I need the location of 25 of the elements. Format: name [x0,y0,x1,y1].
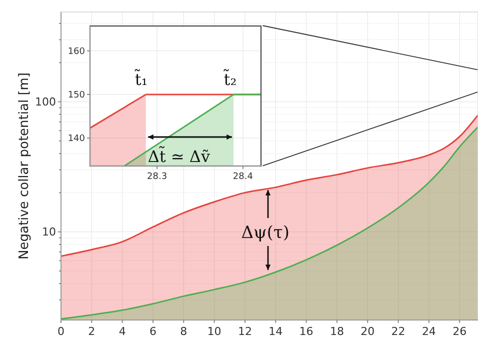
x-tick-label: 28.3 [147,172,168,182]
x-tick-label: 18 [330,325,344,337]
annotation: t̃₁ [134,68,148,90]
annotation: t̃₂ [223,68,237,90]
y-tick-label: 140 [68,134,86,144]
y-axis-title: Negative collar potential [m] [17,72,32,260]
y-tick-label: 100 [35,96,56,109]
x-tick-label: 10 [207,325,222,337]
x-tick-label: 4 [118,325,126,337]
annotation: Δψ(τ) [241,223,290,244]
x-tick-label: 22 [391,325,406,337]
annotation: Δt̃ ≃ Δṽ [148,146,210,166]
x-tick-label: 24 [422,325,436,337]
x-tick-label: 2 [88,325,96,337]
x-tick-label: 12 [238,325,252,337]
x-tick-label: 26 [452,325,467,337]
y-tick-label: 150 [68,90,86,101]
x-tick-label: 14 [268,325,283,337]
x-tick-label: 20 [360,325,375,337]
x-tick-label: 28.4 [232,172,254,182]
x-tick-label: 16 [299,325,314,337]
x-tick-label: 0 [58,325,64,337]
x-tick-label: 8 [180,325,188,337]
y-tick-label: 160 [68,47,86,58]
x-tick-label: 6 [149,325,156,337]
